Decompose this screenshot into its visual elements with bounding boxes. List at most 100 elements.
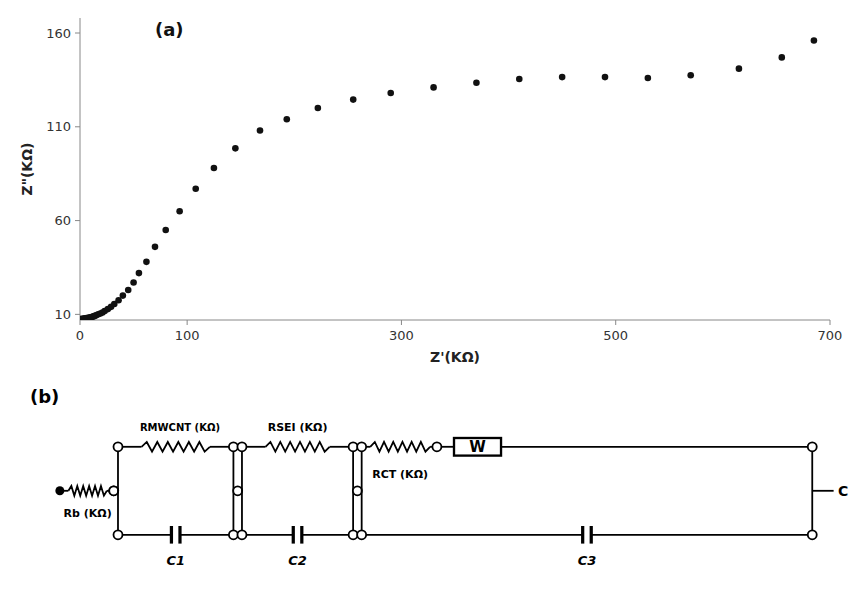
resistor: [142, 442, 210, 452]
point: [778, 54, 785, 61]
circuit-label: C: [838, 483, 848, 499]
circuit-label: C2: [288, 553, 307, 568]
point: [232, 145, 239, 152]
point: [130, 279, 137, 286]
y-tick: [75, 126, 80, 127]
circuit-label: W: [469, 438, 486, 456]
y-tick-label: 60: [54, 213, 71, 228]
terminal: [353, 486, 362, 495]
x-tick: [830, 320, 831, 325]
point: [736, 65, 743, 72]
x-tick-label: 500: [603, 328, 628, 343]
resistor: [68, 486, 106, 496]
y-tick: [75, 33, 80, 34]
x-tick-label: 0: [76, 328, 84, 343]
capacitor-plate: [300, 526, 303, 544]
terminal: [109, 486, 118, 495]
y-axis-line: [80, 18, 81, 320]
panel-title: (b): [30, 386, 59, 407]
point: [350, 96, 357, 103]
point: [602, 74, 609, 81]
point: [645, 75, 652, 82]
wire: [361, 447, 363, 535]
point: [120, 292, 127, 299]
terminal: [808, 442, 817, 451]
resistor: [370, 442, 430, 452]
circuit-label: Rb (KΩ): [64, 507, 112, 520]
circuit-label: C3: [578, 553, 597, 568]
wire: [302, 534, 353, 536]
point: [315, 105, 322, 112]
terminal: [113, 530, 122, 539]
terminal: [432, 442, 441, 451]
wire: [501, 446, 812, 448]
point: [430, 84, 437, 91]
point: [559, 74, 566, 81]
terminal: [808, 530, 817, 539]
circuit-label: RCT (KΩ): [372, 468, 428, 481]
wire: [241, 447, 243, 535]
x-tick: [615, 320, 616, 325]
wire: [591, 534, 812, 536]
terminal: [237, 530, 246, 539]
capacitor-plate: [170, 526, 173, 544]
x-axis-label: Z'(KΩ): [430, 349, 480, 365]
point: [283, 116, 290, 123]
figure: 01003005007001060110160Z'(KΩ)Z"(KΩ)(a)(b…: [0, 0, 855, 614]
warburg-box: [454, 438, 501, 456]
circuit-label: C1: [166, 553, 185, 568]
y-axis-label: Z"(KΩ): [19, 143, 35, 196]
points: [80, 37, 817, 320]
wire: [180, 534, 233, 536]
wire: [118, 534, 171, 536]
wire: [362, 534, 583, 536]
point: [162, 227, 169, 234]
y-tick: [75, 220, 80, 221]
terminal: [349, 442, 358, 451]
x-axis-line: [80, 320, 830, 321]
panel-title: (a): [155, 19, 184, 40]
terminal: [229, 442, 238, 451]
capacitor-plate: [581, 526, 584, 544]
resistor: [265, 442, 329, 452]
terminal: [237, 442, 246, 451]
y-tick: [75, 314, 80, 315]
capacitor-plate: [590, 526, 593, 544]
point: [136, 270, 143, 277]
axes: 01003005007001060110160: [46, 18, 842, 343]
terminal: [357, 442, 366, 451]
wire: [242, 534, 293, 536]
point: [192, 185, 199, 192]
circuit: (b) Rb (KΩ) RMWCNT (KΩ) C1 RSEI (KΩ) C2 W RCT (…: [30, 386, 848, 567]
circuit-label: RSEI (KΩ): [268, 421, 328, 434]
point: [152, 244, 159, 251]
point: [516, 76, 523, 83]
y-tick-label: 110: [46, 119, 71, 134]
point: [811, 37, 818, 44]
terminal: [233, 486, 242, 495]
point: [473, 79, 480, 86]
terminal: [113, 442, 122, 451]
x-tick: [187, 320, 188, 325]
x-tick: [401, 320, 402, 325]
terminal: [109, 486, 118, 495]
point: [143, 259, 150, 266]
point: [387, 90, 394, 97]
wire: [117, 447, 119, 535]
wire: [812, 490, 833, 492]
capacitor-plate: [292, 526, 295, 544]
capacitor-plate: [178, 526, 181, 544]
point: [257, 127, 264, 134]
point: [176, 208, 183, 215]
y-tick-label: 10: [54, 307, 71, 322]
point: [125, 287, 132, 294]
terminal: [357, 530, 366, 539]
x-tick: [80, 320, 81, 325]
terminal: [229, 530, 238, 539]
x-tick-label: 100: [175, 328, 200, 343]
x-tick-label: 700: [818, 328, 843, 343]
point: [211, 165, 218, 172]
terminal: [349, 530, 358, 539]
circuit-label: RMWCNT (KΩ): [140, 422, 220, 433]
point: [687, 72, 694, 79]
